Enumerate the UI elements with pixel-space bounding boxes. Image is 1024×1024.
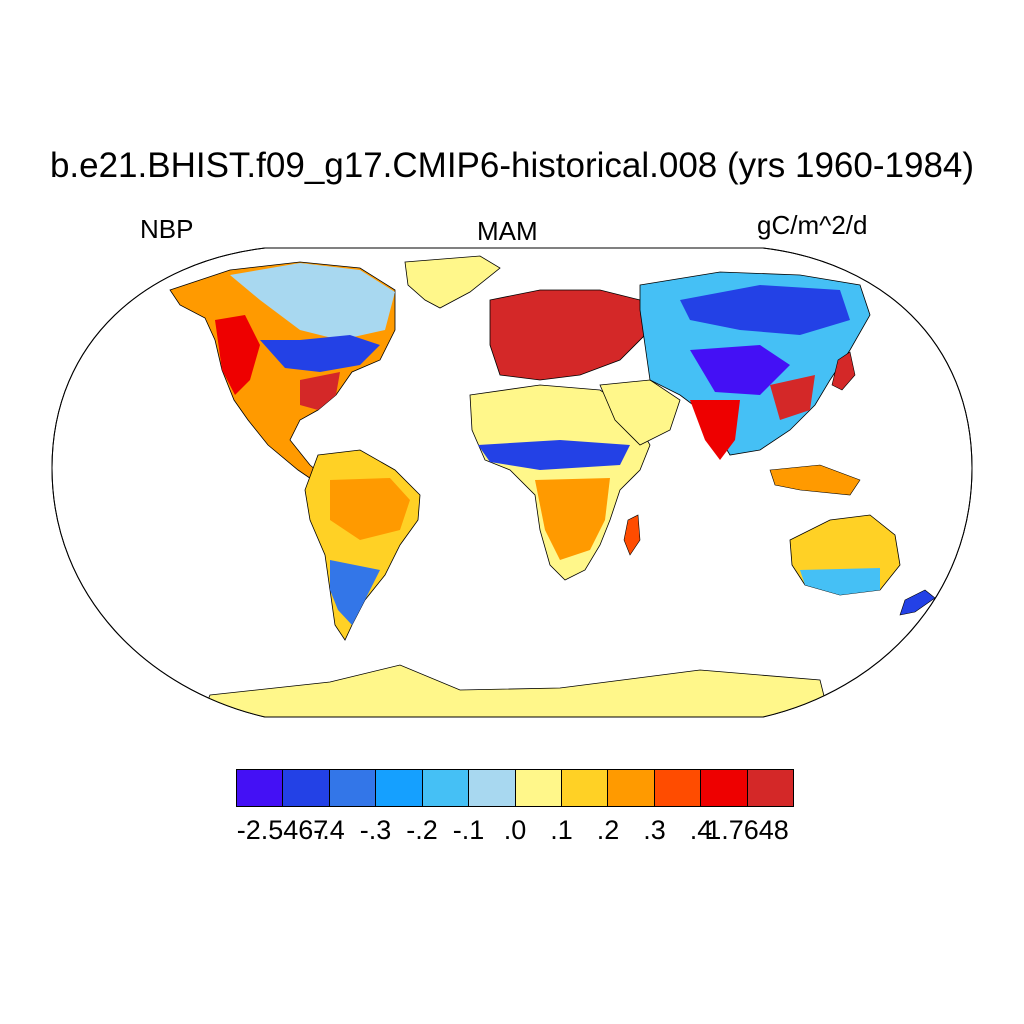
colorbar-box [237, 770, 284, 806]
canada-region [230, 263, 395, 340]
colorbar-tick-label: -.3 [359, 815, 392, 845]
season-label: MAM [477, 216, 538, 246]
colorbar [236, 769, 794, 807]
india-red [690, 400, 740, 460]
map-title: b.e21.BHIST.f09_g17.CMIP6-historical.008… [49, 146, 975, 185]
colorbar-tick-label: .3 [643, 815, 666, 845]
madagascar-landmass [623, 514, 641, 556]
central-asia-indigo [690, 345, 790, 395]
amazon-orange [330, 478, 410, 540]
colorbar-tick-label: -.4 [313, 815, 345, 845]
japan-landmass [831, 351, 856, 391]
colorbar-box [608, 770, 655, 806]
sahel-blue-band [478, 440, 630, 470]
colorbar-box [561, 770, 609, 806]
colorbar-tick-label: -2.5467 [236, 815, 329, 845]
australia-south-blue [800, 568, 880, 595]
colorbar-box [654, 770, 702, 806]
greenland-landmass [404, 255, 501, 309]
variable-label: NBP [140, 214, 194, 244]
new-zealand-landmass [899, 589, 936, 616]
units-label: gC/m^2/d [757, 210, 868, 240]
colorbar-tick-label: .1 [550, 815, 573, 845]
colorbar-box [515, 770, 562, 806]
antarctica-landmass [199, 664, 831, 717]
colorbar-box [469, 770, 516, 806]
colorbar-box [376, 770, 423, 806]
central-africa-orange [535, 478, 610, 560]
southeast-asia-islands [769, 464, 861, 496]
europe-landmass [489, 289, 651, 381]
globe-border [51, 247, 973, 718]
colorbar-labels: -2.5467 -.4 -.3 -.2 -.1 .0 .1 .2 .3 .4 1.7648 [0, 815, 1024, 855]
siberia-blue [680, 285, 850, 335]
colorbar-tick-label: -.1 [452, 815, 485, 845]
west-north-america-red [215, 315, 260, 395]
colorbar-tick-label: -.2 [406, 815, 438, 845]
north-america-blue-band [260, 335, 380, 372]
colorbar-box [747, 770, 794, 806]
colorbar-tick-label: .0 [503, 815, 527, 845]
south-america-blue [330, 560, 380, 625]
east-asia-red [770, 375, 815, 420]
colorbar-box [701, 770, 748, 806]
east-us-red [300, 372, 340, 410]
colorbar-box [329, 770, 377, 806]
colorbar-box [422, 770, 470, 806]
colorbar-box [283, 770, 330, 806]
colorbar-tick-label: .2 [596, 815, 620, 845]
colorbar-tick-label: .4 [689, 815, 713, 845]
colorbar-tick-label: 1.7648 [706, 815, 789, 845]
